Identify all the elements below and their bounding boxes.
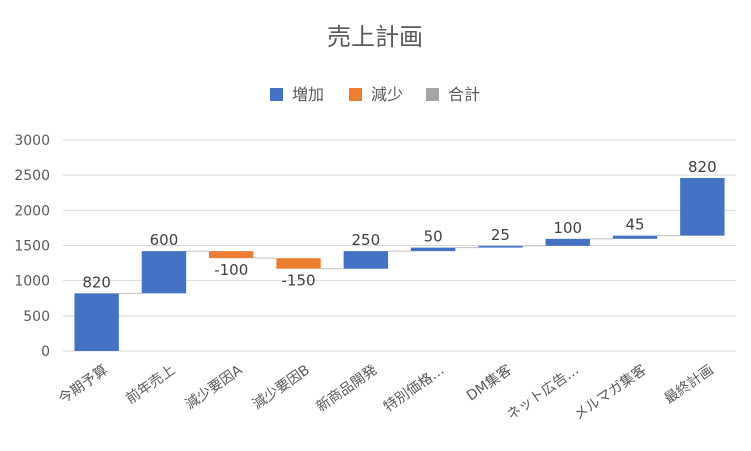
y-tick-label: 2500 [14, 168, 50, 184]
connector-lines [118, 235, 681, 294]
legend-swatch-2 [349, 88, 362, 101]
bar-3 [209, 251, 254, 259]
bar-7 [478, 245, 523, 248]
y-tick-label: 3000 [14, 133, 50, 149]
data-label-2: 600 [150, 231, 179, 249]
y-tick-label: 1500 [14, 239, 50, 255]
y-tick-label: 0 [41, 344, 50, 360]
y-tick-label: 500 [23, 309, 50, 325]
data-label-8: 100 [553, 219, 582, 237]
x-tick-label-10: 最終計画 [662, 362, 717, 407]
x-tick-label-7: DM集客 [463, 361, 514, 404]
x-tick-label-5: 新商品開発 [314, 362, 381, 415]
data-label-5: 250 [352, 231, 381, 249]
chart-title: 売上計画 [327, 23, 423, 51]
x-axis: 今期予算 前年売上 減少要因A 減少要因B 新商品開発 特別価格… DM集客ネット広告…メル… [56, 361, 717, 423]
data-label-10: 820 [688, 158, 717, 176]
bar-10 [680, 177, 725, 236]
bar-1 [74, 293, 119, 351]
x-tick-label-6: 特別価格… [381, 362, 448, 415]
data-label-6: 50 [424, 228, 443, 246]
x-tick-label-9: メルマガ集客 [571, 361, 650, 423]
x-tick-label-3: 減少要因A [182, 361, 246, 413]
data-label-1: 820 [82, 273, 111, 291]
x-tick-label-1: 今期予算 [56, 362, 111, 407]
data-labels: 820 600 -100 -150 250 50 25 100 45 820 [82, 158, 716, 291]
x-tick-label-4: 減少要因B [249, 361, 312, 413]
bar-8 [545, 238, 590, 246]
bar-4 [276, 258, 321, 269]
x-tick-label-2: 前年売上 [123, 361, 179, 407]
legend: 増加 減少 合計 [270, 85, 480, 104]
legend-label-2: 減少 [371, 85, 403, 104]
bar-2 [141, 251, 187, 294]
data-label-3: -100 [214, 261, 248, 279]
legend-label-1: 増加 [292, 85, 324, 104]
legend-swatch-3 [426, 88, 439, 101]
bar-5 [343, 251, 389, 269]
data-label-9: 45 [626, 216, 645, 234]
data-label-4: -150 [282, 272, 316, 290]
legend-label-3: 合計 [448, 85, 480, 104]
legend-swatch-1 [270, 88, 283, 101]
y-tick-label: 1000 [14, 274, 50, 290]
bar-9 [612, 235, 658, 239]
data-label-7: 25 [491, 226, 510, 244]
bars [74, 177, 725, 351]
y-tick-label: 2000 [14, 203, 50, 219]
y-axis: 0 500 1000 1500 2000 2500 3000 [14, 133, 50, 360]
x-tick-label-8: ネット広告… [504, 362, 582, 423]
bar-6 [410, 247, 456, 252]
